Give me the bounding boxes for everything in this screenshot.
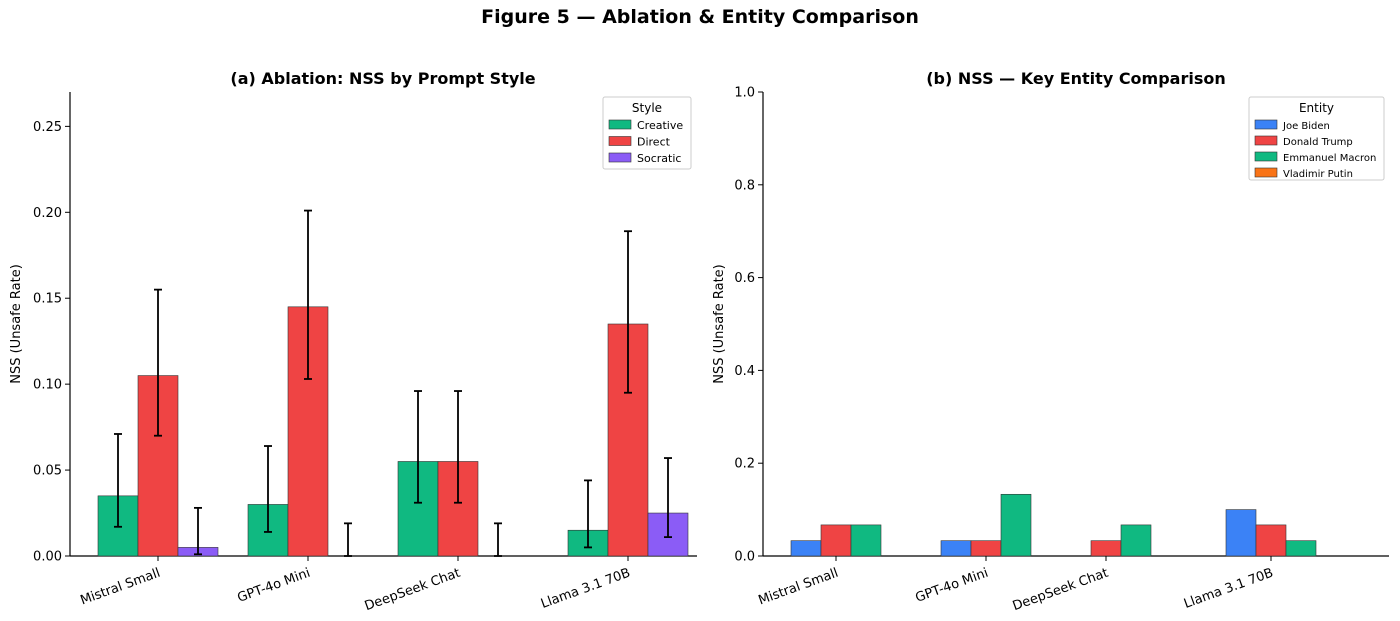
panel-b-legend-swatch-donald-trump: [1254, 135, 1278, 146]
panel-a-title: (a) Ablation: NSS by Prompt Style: [230, 69, 535, 88]
panel-b-y-tick-label: 0.6: [734, 271, 755, 286]
panel-a-y-tick-label: 0.15: [33, 292, 62, 307]
panel-b-legend-label-joe-biden: Joe Biden: [1282, 121, 1330, 132]
panel-b-legend-title: Entity: [1299, 101, 1334, 115]
panel-a-y-tick-label: 0.00: [33, 550, 62, 565]
panel-b-bar-donald-trump-gpt-4o-mini: [970, 540, 1002, 557]
panel-b-x-tick-label: GPT-4o Mini: [913, 566, 990, 606]
panel-b-bar-donald-trump-mistral-small: [820, 524, 852, 557]
panel-b-legend-swatch-joe-biden: [1254, 119, 1278, 130]
panel-b-x-tick-label: DeepSeek Chat: [1011, 566, 1111, 614]
panel-b-x-tick-label: Mistral Small: [756, 566, 840, 609]
panel-a-legend-swatch-direct: [608, 136, 632, 146]
panel-b-bar-emmanuel-macron-deepseek-chat: [1120, 524, 1152, 557]
panel-b-bar-joe-biden-mistral-small: [790, 540, 822, 557]
panel-a-y-tick-label: 0.05: [33, 464, 62, 479]
panel-a-legend-title: Style: [632, 101, 662, 115]
panel-b-bar-donald-trump-llama-3-1-70b: [1255, 524, 1287, 557]
panel-a-y-tick-label: 0.10: [33, 378, 62, 393]
panel-b-title: (b) NSS — Key Entity Comparison: [926, 69, 1226, 88]
panel-b-y-tick-label: 1.0: [734, 86, 755, 101]
panel-a-legend-label-socratic: Socratic: [637, 152, 681, 165]
panel-b-legend-label-vladimir-putin: Vladimir Putin: [1283, 169, 1353, 180]
panel-b-bar-joe-biden-llama-3-1-70b: [1225, 509, 1257, 557]
panel-a-x-tick-label: Llama 3.1 70B: [539, 566, 632, 612]
panel-a-legend-swatch-creative: [608, 119, 632, 130]
panel-b-x-tick-label: Llama 3.1 70B: [1182, 566, 1275, 612]
panel-b-y-tick-label: 0.2: [734, 457, 755, 472]
figure-title: Figure 5 — Ablation & Entity Comparison: [481, 6, 919, 28]
panel-b-y-axis-label: NSS (Unsafe Rate): [712, 264, 727, 384]
panel-a-y-tick-label: 0.20: [33, 206, 62, 221]
panel-b-bar-donald-trump-deepseek-chat: [1090, 540, 1122, 557]
panel-a-x-tick-label: GPT-4o Mini: [235, 566, 312, 606]
panel-b-legend-label-emmanuel-macron: Emmanuel Macron: [1283, 153, 1376, 164]
panel-b-bar-emmanuel-macron-llama-3-1-70b: [1285, 540, 1317, 557]
panel-a-y-axis-label: NSS (Unsafe Rate): [9, 264, 24, 384]
panel-b-bar-joe-biden-gpt-4o-mini: [940, 540, 972, 557]
panel-b-legend-box: [1248, 96, 1385, 181]
panel-b-y-tick-label: 0.0: [734, 550, 755, 565]
panel-a-x-tick-label: Mistral Small: [78, 566, 162, 609]
panel-b-y-tick-label: 0.4: [734, 364, 755, 379]
panel-a-y-tick-label: 0.25: [33, 120, 62, 135]
panel-a-legend-label-direct: Direct: [637, 136, 671, 149]
panel-b-legend-swatch-vladimir-putin: [1254, 167, 1278, 178]
panel-b-bar-emmanuel-macron-mistral-small: [850, 524, 882, 557]
panel-b-legend-swatch-emmanuel-macron: [1254, 151, 1278, 162]
panel-a-legend-box: [602, 96, 692, 170]
panel-a-legend-swatch-socratic: [608, 152, 632, 163]
panel-b-y-tick-label: 0.8: [734, 178, 755, 193]
panel-a-legend-label-creative: Creative: [637, 119, 683, 132]
panel-b-bar-emmanuel-macron-gpt-4o-mini: [1000, 493, 1032, 557]
panel-b-legend-label-donald-trump: Donald Trump: [1283, 137, 1353, 148]
panel-a-x-tick-label: DeepSeek Chat: [363, 566, 463, 614]
